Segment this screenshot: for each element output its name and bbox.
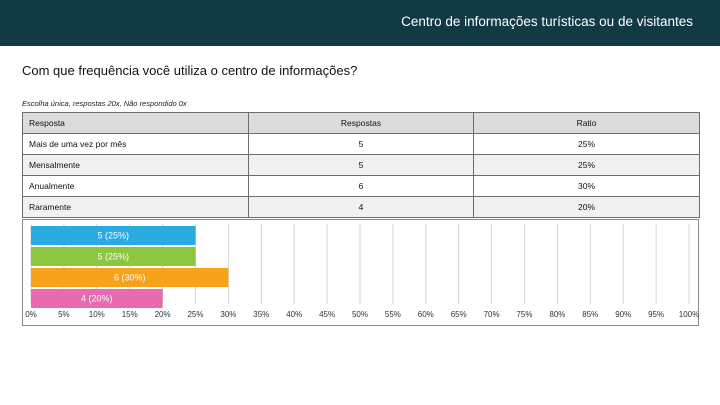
table-row: Mensalmente 5 25% — [22, 154, 700, 176]
question-title: Com que frequência você utiliza o centro… — [22, 63, 358, 78]
response-meta: Escolha única, respostas 20x, Não respon… — [22, 99, 187, 108]
x-tick-label: 65% — [451, 310, 467, 319]
ratio-cell: 20% — [473, 196, 700, 218]
x-tick-label: 20% — [155, 310, 171, 319]
bar — [31, 268, 229, 287]
answer-cell: Anualmente — [22, 175, 249, 197]
bar — [31, 247, 196, 266]
count-cell: 5 — [248, 154, 474, 176]
bar-data-label: 5 (25%) — [97, 252, 129, 262]
table-row: Anualmente 6 30% — [22, 175, 700, 197]
answer-cell: Raramente — [22, 196, 249, 218]
bar-data-label: 4 (20%) — [81, 294, 113, 304]
x-tick-label: 5% — [58, 310, 70, 319]
x-tick-label: 15% — [122, 310, 138, 319]
column-header-responses: Respostas — [248, 112, 474, 134]
count-cell: 6 — [248, 175, 474, 197]
bar-chart: 0% 5% 10% 15% 20% 25% 30% 35% 40% 45% 50% 55% 60% 65%… — [22, 219, 699, 326]
ratio-cell: 30% — [473, 175, 700, 197]
x-tick-label: 35% — [253, 310, 269, 319]
x-tick-label: 85% — [582, 310, 598, 319]
x-tick-label: 80% — [549, 310, 565, 319]
table-row: Raramente 4 20% — [22, 196, 700, 218]
count-cell: 5 — [248, 133, 474, 155]
x-tick-label: 95% — [648, 310, 664, 319]
column-header-ratio: Ratio — [473, 112, 700, 134]
x-tick-label: 25% — [187, 310, 203, 319]
answer-cell: Mensalmente — [22, 154, 249, 176]
chart-svg: 0% 5% 10% 15% 20% 25% 30% 35% 40% 45% 50% 55% 60% 65%… — [25, 224, 699, 319]
count-cell: 4 — [248, 196, 474, 218]
x-tick-label: 100% — [679, 310, 699, 319]
ratio-cell: 25% — [473, 133, 700, 155]
column-header-answer: Resposta — [22, 112, 249, 134]
x-tick-label: 70% — [484, 310, 500, 319]
x-tick-label: 60% — [418, 310, 434, 319]
results-table: Resposta Respostas Ratio Mais de uma vez… — [22, 112, 700, 218]
x-tick-label: 40% — [286, 310, 302, 319]
x-tick-label: 30% — [220, 310, 236, 319]
table-header-row: Resposta Respostas Ratio — [22, 112, 700, 134]
x-tick-label: 0% — [25, 310, 37, 319]
x-tick-label: 75% — [516, 310, 532, 319]
x-tick-label: 55% — [385, 310, 401, 319]
x-tick-label: 10% — [89, 310, 105, 319]
x-tick-label: 45% — [319, 310, 335, 319]
header-bar: Centro de informações turísticas ou de v… — [0, 0, 720, 46]
bar-data-label: 6 (30%) — [114, 273, 146, 283]
x-tick-label: 50% — [352, 310, 368, 319]
answer-cell: Mais de uma vez por mês — [22, 133, 249, 155]
table-row: Mais de uma vez por mês 5 25% — [22, 133, 700, 155]
ratio-cell: 25% — [473, 154, 700, 176]
bar — [31, 226, 196, 245]
bar-data-label: 5 (25%) — [97, 231, 129, 241]
page-title: Centro de informações turísticas ou de v… — [401, 14, 693, 29]
x-tick-label: 90% — [615, 310, 631, 319]
bar — [31, 289, 163, 308]
